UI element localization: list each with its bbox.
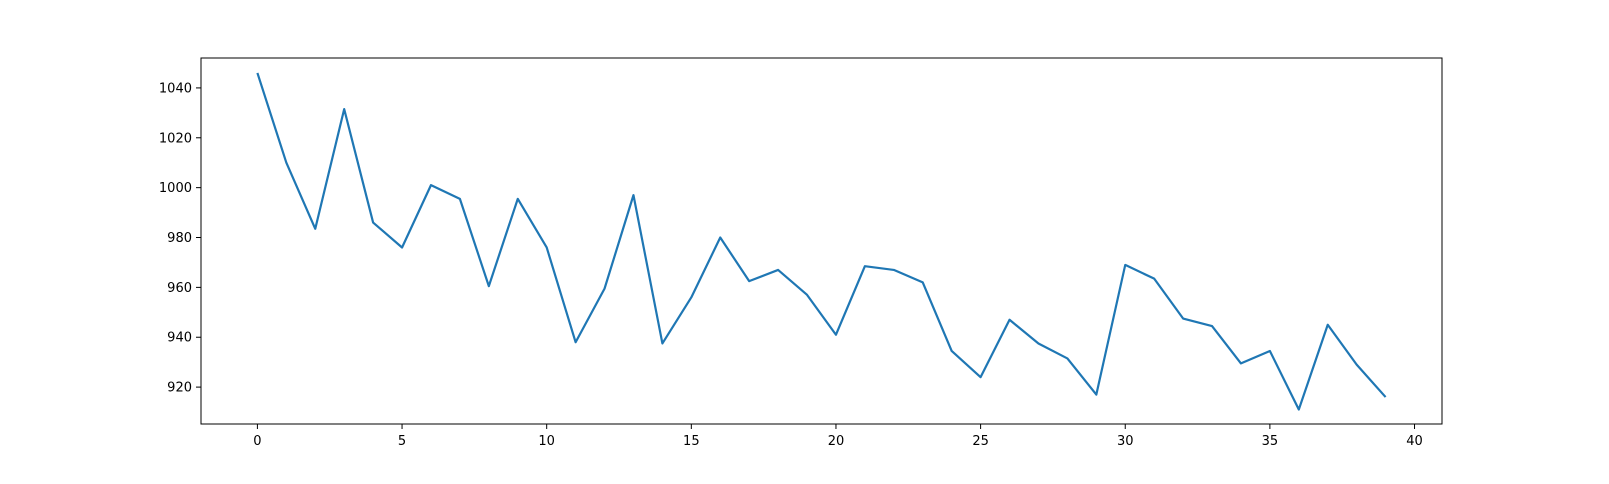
x-tick-label: 35 bbox=[1262, 434, 1279, 449]
y-tick-label: 980 bbox=[167, 231, 192, 246]
axes: 0 5 10 15 20 25 30 35 40 920 940 960 980 1000 1020 1040 bbox=[159, 57, 1443, 449]
x-tick-label: 15 bbox=[683, 434, 700, 449]
x-tick-label: 5 bbox=[398, 434, 406, 449]
y-tick-label: 1020 bbox=[159, 131, 192, 146]
x-tick-label: 25 bbox=[972, 434, 989, 449]
y-tick-label: 920 bbox=[167, 381, 192, 396]
x-tick-label: 0 bbox=[253, 434, 261, 449]
axes-frame bbox=[200, 57, 1443, 425]
x-tick-label: 20 bbox=[828, 434, 845, 449]
y-tick-label: 1040 bbox=[159, 81, 192, 96]
y-tick-label: 1000 bbox=[159, 181, 192, 196]
x-tick-label: 30 bbox=[1117, 434, 1134, 449]
x-tick-label: 10 bbox=[538, 434, 555, 449]
x-tick-label: 40 bbox=[1406, 434, 1423, 449]
y-tick-label: 960 bbox=[167, 281, 192, 296]
y-tick-label: 940 bbox=[167, 331, 192, 346]
data-line bbox=[256, 72, 1387, 411]
